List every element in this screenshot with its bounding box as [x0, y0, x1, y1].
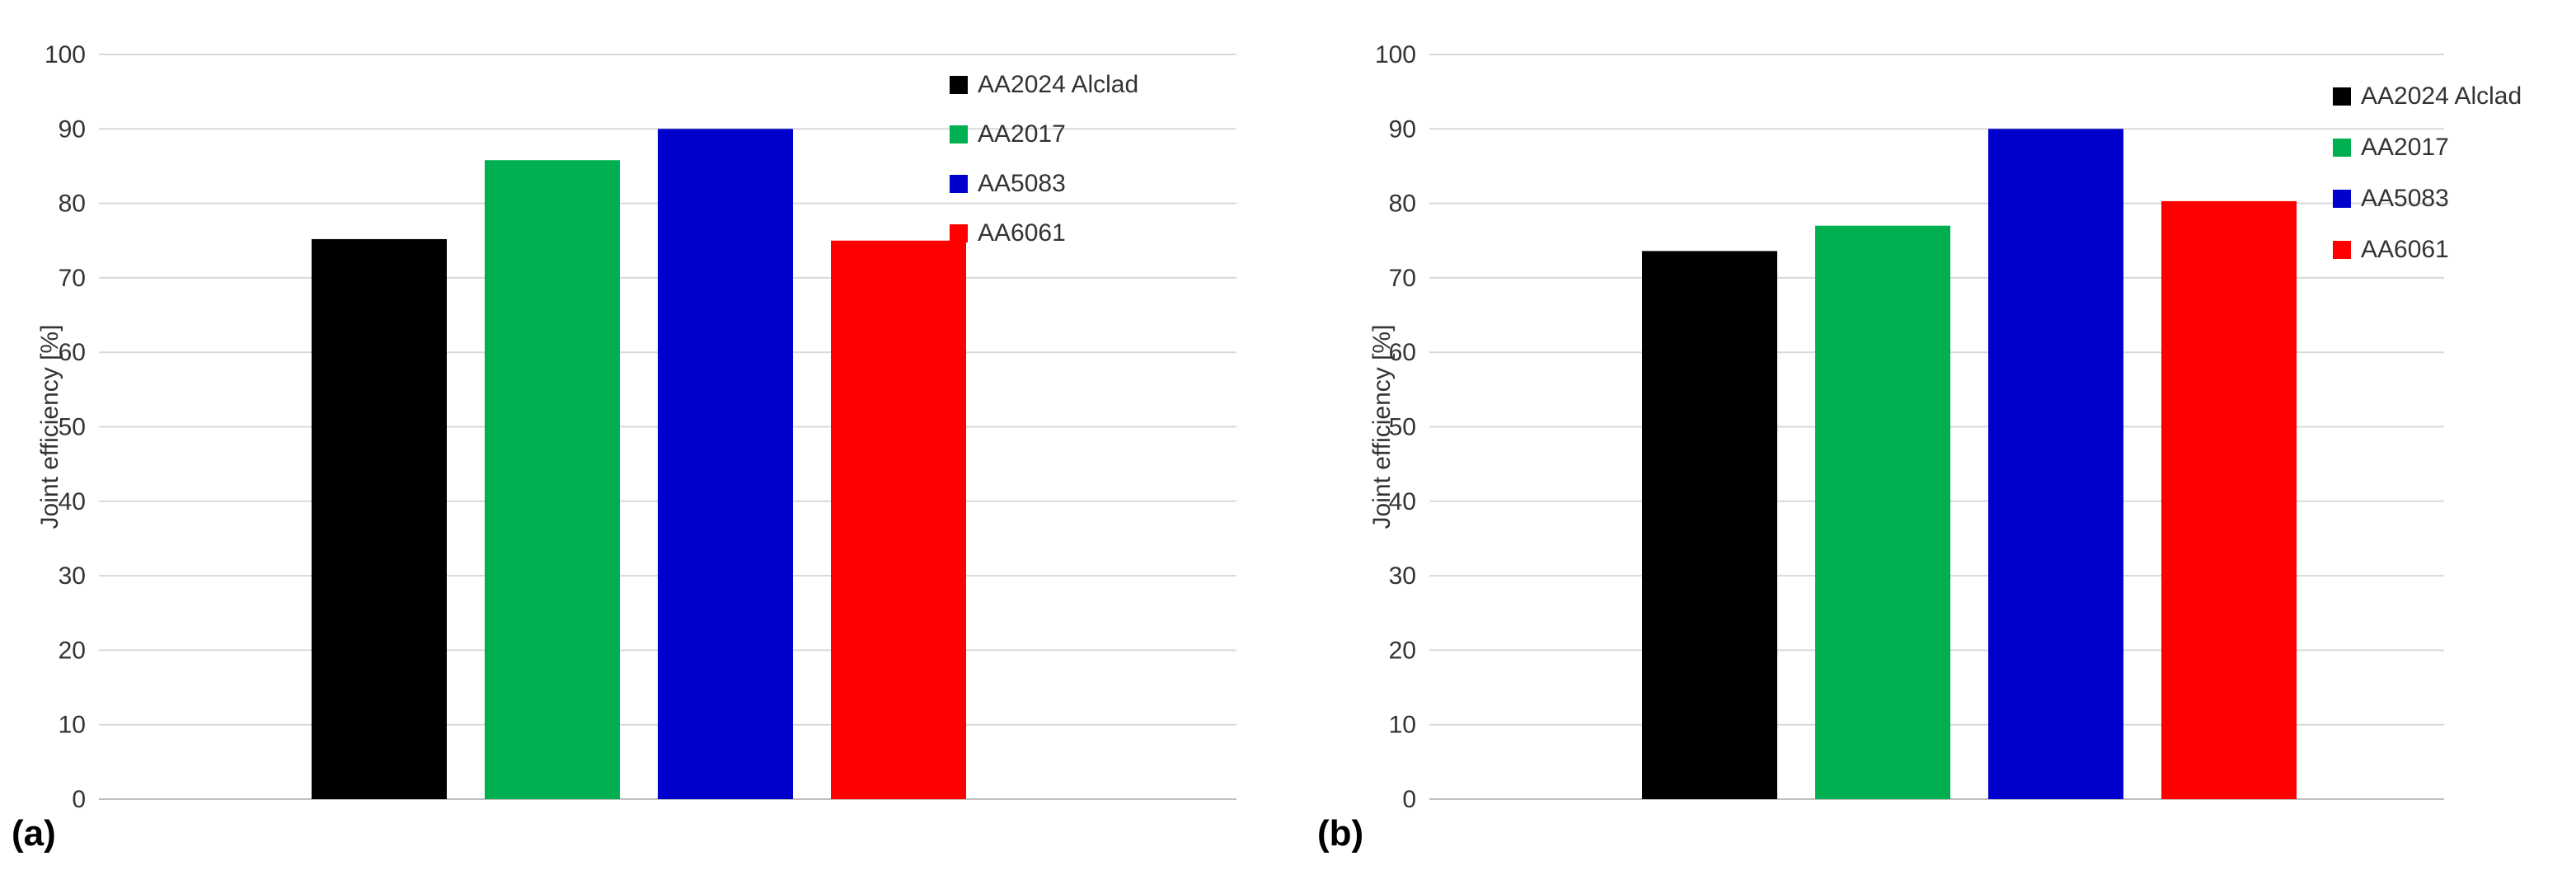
y-tick-label: 50 [59, 414, 86, 441]
y-tick-label: 90 [1389, 115, 1416, 143]
panel-label: (b) [1317, 813, 1363, 854]
y-tick-label: 30 [59, 562, 86, 590]
y-tick-label: 0 [1402, 786, 1416, 813]
y-tick-label: 50 [1389, 414, 1416, 441]
legend-swatch [950, 175, 968, 193]
legend-swatch [2333, 190, 2351, 208]
y-tick-label: 60 [1389, 339, 1416, 366]
bar-aa2017 [1815, 225, 1950, 799]
bar-aa2024-alclad [1642, 251, 1777, 800]
y-tick-label: 10 [59, 712, 86, 739]
chart-panel-a: 0 10 20 30 40 50 60 70 80 90 100 Joint efficiency [… [12, 41, 1236, 854]
legend-swatch [2333, 139, 2351, 157]
y-tick-label: 20 [59, 637, 86, 664]
bar-aa5083 [1988, 129, 2123, 800]
bar-aa6061 [831, 240, 966, 799]
y-tick-label: 90 [59, 115, 86, 143]
y-tick-label: 100 [1375, 41, 1416, 68]
legend-swatch [950, 224, 968, 242]
legend-label: AA2017 [2361, 134, 2449, 161]
y-tick-label: 60 [59, 339, 86, 366]
y-tick-label: 80 [59, 191, 86, 218]
y-tick-label: 80 [1389, 191, 1416, 218]
y-tick-label: 70 [1389, 265, 1416, 292]
bar-aa2024-alclad [312, 238, 447, 800]
y-axis-title: Joint efficiency [%] [36, 325, 63, 529]
y-tick-label: 30 [1389, 562, 1416, 590]
legend-label: AA2024 Alclad [2361, 82, 2522, 110]
legend-label: AA2017 [978, 120, 1066, 148]
legend-label: AA2024 Alclad [978, 71, 1138, 98]
y-axis-title: Joint efficiency [%] [1368, 325, 1396, 529]
y-tick-label: 0 [72, 786, 86, 813]
legend-swatch [2333, 241, 2351, 259]
bar-aa5083 [658, 129, 793, 800]
y-tick-label: 70 [59, 265, 86, 292]
bar-aa2017 [485, 160, 620, 799]
y-tick-label: 20 [1389, 637, 1416, 664]
legend-label: AA5083 [2361, 185, 2449, 212]
y-tick-label: 40 [1389, 488, 1416, 515]
legend-swatch [950, 125, 968, 143]
legend-label: AA6061 [978, 219, 1066, 247]
y-tick-label: 40 [59, 488, 86, 515]
chart-panel-b: 0 10 20 30 40 50 60 70 80 90 100 Joint efficiency [… [1317, 41, 2522, 854]
y-tick-label: 10 [1389, 712, 1416, 739]
bar-aa6061 [2161, 200, 2297, 800]
legend-swatch [950, 76, 968, 94]
y-tick-label: 100 [45, 41, 86, 68]
legend-swatch [2333, 87, 2351, 106]
panel-label: (a) [12, 813, 56, 854]
legend-label: AA6061 [2361, 236, 2449, 263]
legend-label: AA5083 [978, 170, 1066, 197]
